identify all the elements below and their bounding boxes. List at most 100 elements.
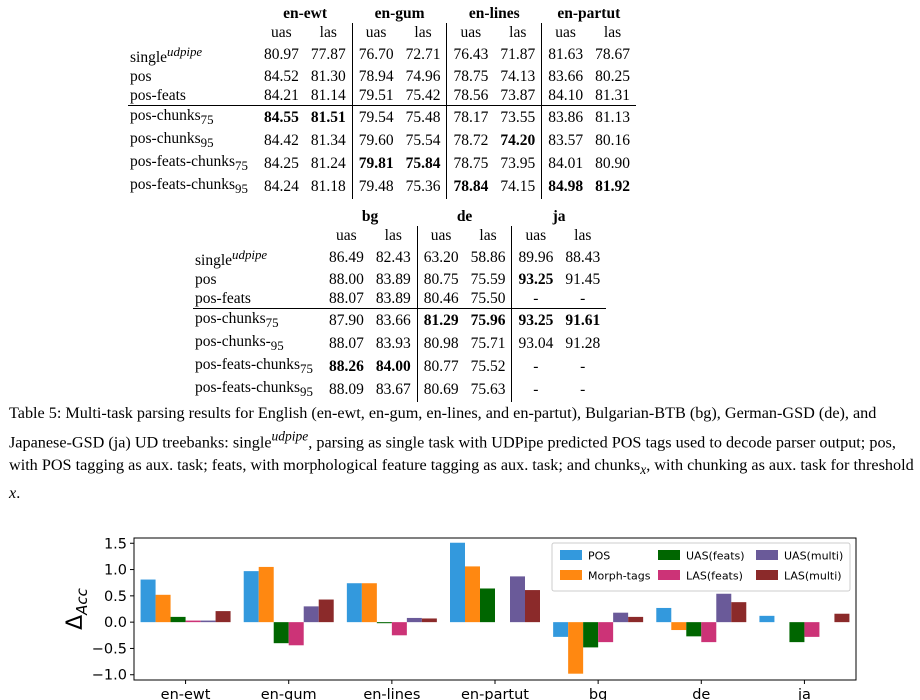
- table-cell: 78.17: [446, 105, 495, 130]
- table-cell: -: [580, 358, 586, 376]
- bar: [185, 620, 201, 623]
- row-label: pos-chunks-95: [195, 333, 284, 354]
- table-cell: 75.63: [470, 381, 506, 399]
- row-label-sup: udpipe: [167, 44, 203, 59]
- table-cell: 83.93: [375, 335, 411, 353]
- table-cell: 79.54: [351, 105, 400, 130]
- table-cell: 87.90: [322, 308, 370, 333]
- bar: [215, 611, 231, 623]
- table-cell: 83.66: [541, 67, 590, 87]
- table-cell: 81.14: [310, 87, 346, 105]
- table-cell: 91.45: [565, 271, 601, 289]
- subheader: las: [574, 227, 592, 244]
- bar: [568, 622, 584, 674]
- table-cell: 93.25: [511, 308, 560, 333]
- legend-swatch: [756, 570, 778, 580]
- table-cell: 76.43: [446, 42, 495, 68]
- table-cell: 78.94: [351, 67, 400, 87]
- legend-swatch: [658, 570, 680, 580]
- bar: [465, 566, 480, 623]
- table-cell: 81.30: [310, 68, 346, 86]
- bar: [391, 622, 407, 636]
- bar: [200, 620, 216, 623]
- table-cell: 78.75: [446, 67, 495, 87]
- bar: [406, 617, 422, 623]
- caption-prefix: Table 5: Multi-task parsing results for …: [9, 404, 877, 452]
- table-cell: 81.18: [310, 178, 346, 196]
- table-cell: 84.52: [263, 68, 299, 86]
- legend-label: UAS(multi): [784, 550, 843, 563]
- table-cell: 88.26: [328, 358, 364, 376]
- table-cell: 76.70: [351, 42, 400, 68]
- results-table-other-languages: bg de ja uas las uas las uas las singleudpipe 86.4…: [193, 207, 607, 402]
- table-cell: 75.52: [470, 358, 506, 376]
- subheader-corner: [193, 226, 323, 245]
- table-cell: 83.66: [369, 308, 418, 333]
- row-label-sub: 95: [300, 384, 313, 400]
- row-label-sub: 75: [235, 158, 248, 174]
- subheader: uas: [271, 24, 292, 41]
- caption-sub: x: [640, 462, 647, 478]
- group-header-row: bg de ja: [193, 207, 606, 226]
- table-cell: -: [580, 381, 586, 399]
- subheader: uas: [541, 23, 590, 42]
- bar: [450, 542, 465, 623]
- table-cell: 78.72: [446, 129, 495, 153]
- row-label-sub: 95: [235, 181, 248, 197]
- legend-swatch: [658, 550, 680, 560]
- table-cell: 79.51: [351, 86, 400, 106]
- bar: [686, 622, 702, 637]
- bar: [553, 622, 569, 637]
- table-cell: 77.87: [310, 46, 346, 64]
- table-cell: 79.60: [351, 129, 400, 153]
- row-label: pos-feats-chunks95: [130, 176, 248, 197]
- table-cell: 89.96: [511, 245, 560, 271]
- caption-middle: , parsing as single task with UDPipe pre…: [9, 433, 896, 475]
- table-cell: 84.55: [257, 105, 305, 130]
- group-header: en-ewt: [283, 5, 328, 22]
- table-cell: 84.42: [263, 132, 299, 150]
- bar: [376, 622, 392, 624]
- table-cell: 75.71: [470, 335, 506, 353]
- bar: [303, 606, 319, 623]
- y-axis-label: ΔAcc: [63, 587, 91, 630]
- x-tick-label: ja: [797, 687, 811, 700]
- table-cell: 75.59: [470, 271, 506, 289]
- table-cell: 75.36: [405, 178, 441, 196]
- bar: [701, 622, 717, 643]
- bar: [656, 607, 672, 623]
- legend-swatch: [560, 570, 582, 580]
- table-cell: 78.67: [595, 46, 630, 64]
- header-corner: [128, 4, 258, 23]
- group-header: en-lines: [468, 5, 520, 22]
- table-caption: Table 5: Multi-task parsing results for …: [9, 402, 914, 505]
- row-label: pos-chunks95: [130, 130, 214, 151]
- bar: [789, 622, 805, 643]
- row-label: pos-chunks75: [193, 308, 323, 333]
- table-row: pos-chunks75 87.90 83.66 81.29 75.96 93.25 91.…: [193, 308, 607, 333]
- subheader: uas: [351, 23, 400, 42]
- table-cell: 80.75: [416, 270, 465, 290]
- row-label: pos: [195, 271, 217, 289]
- table-row: pos-feats 88.07 83.89 80.46 75.50- -: [193, 289, 606, 309]
- row-label: pos-feats-chunks95: [195, 379, 313, 400]
- bar: [583, 622, 599, 648]
- caption-var: x: [9, 483, 17, 502]
- table-row: pos-feats-chunks75 88.26 84.00 80.77 75.52- -: [193, 355, 606, 379]
- table-cell: 88.00: [328, 271, 364, 289]
- subheader: las: [509, 24, 527, 41]
- table-cell: 84.00: [375, 358, 411, 376]
- subheader: las: [414, 24, 432, 41]
- subheader: las: [319, 24, 337, 41]
- table-cell: 83.89: [375, 271, 411, 289]
- row-label-sub: 75: [300, 361, 313, 377]
- table-cell: 88.07: [328, 335, 364, 353]
- x-tick-label: en-ewt: [161, 687, 211, 700]
- subheader: uas: [416, 226, 465, 245]
- bar: [140, 579, 156, 623]
- subheader-row: uas las uas las uas las uas las: [128, 23, 636, 42]
- table-cell: 81.92: [595, 178, 630, 196]
- group-header-row: en-ewt en-gum en-lines en-partut: [128, 4, 636, 23]
- table-cell: 81.34: [310, 132, 346, 150]
- table-cell: 73.87: [500, 87, 536, 105]
